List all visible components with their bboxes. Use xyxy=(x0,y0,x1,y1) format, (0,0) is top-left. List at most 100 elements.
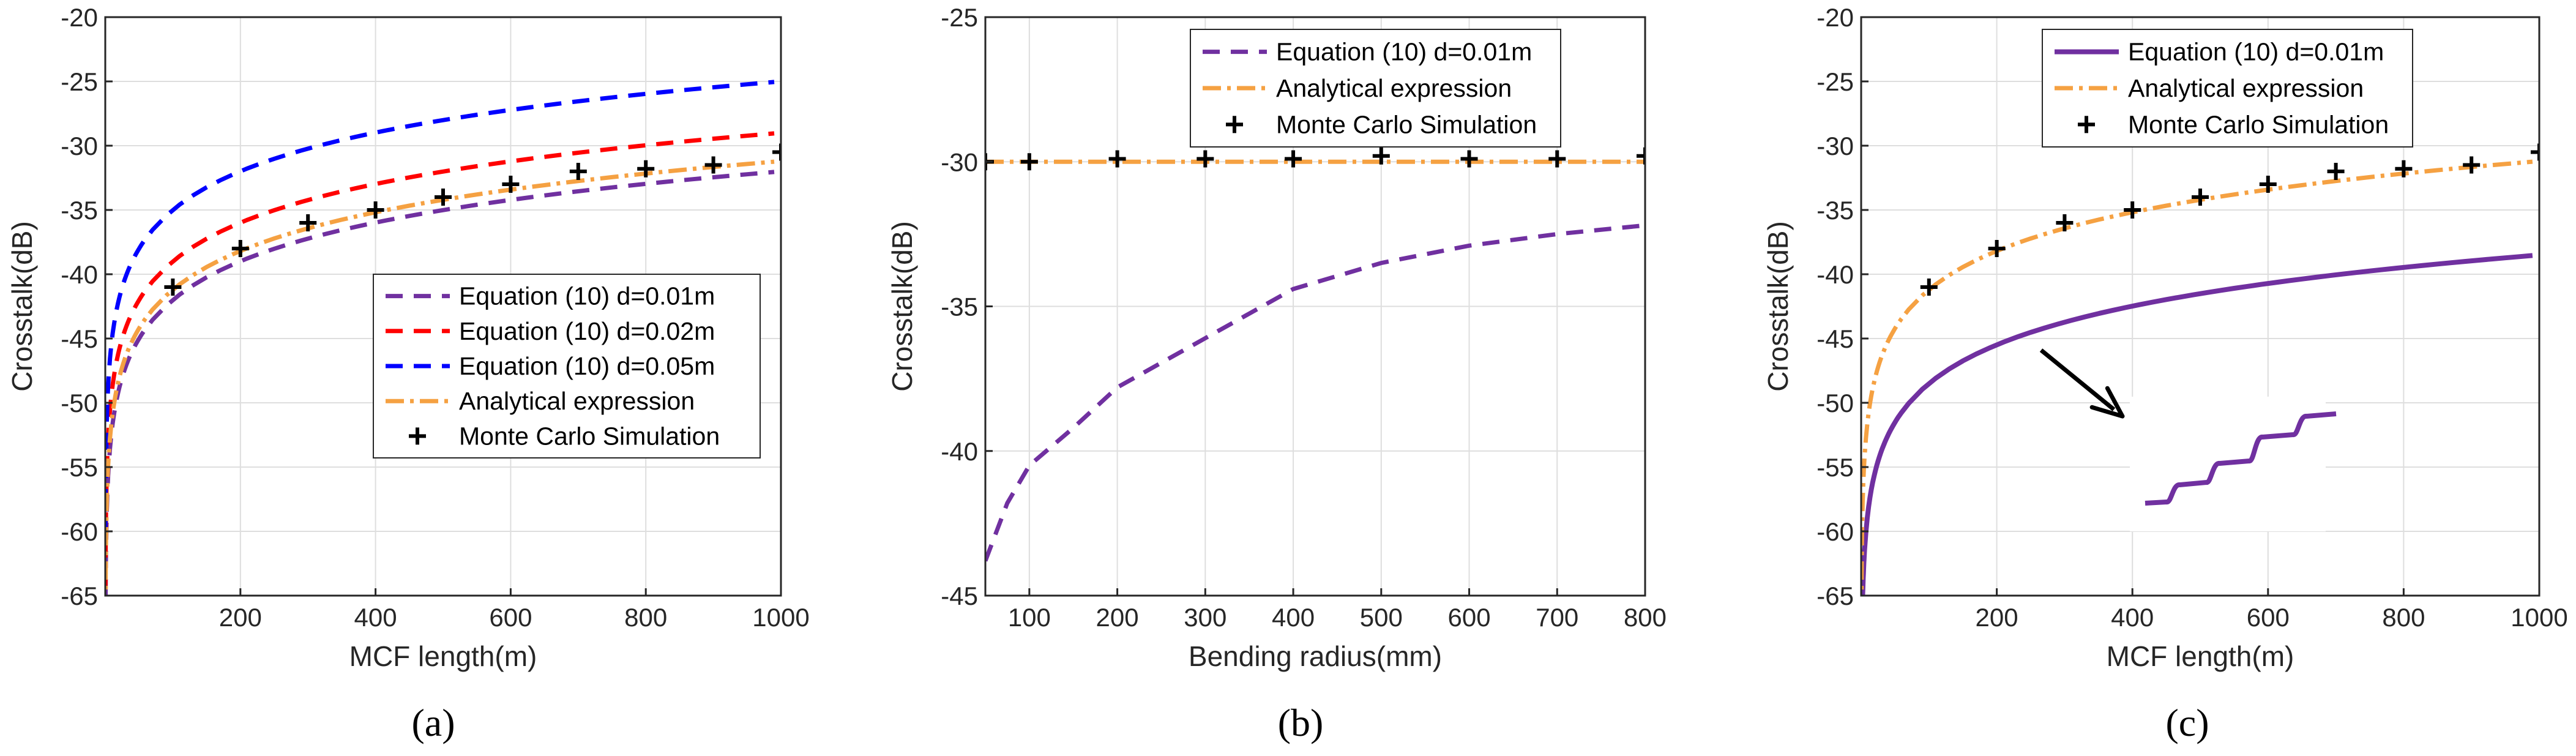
legend: Equation (10) d=0.01m Equation (10) d=0.0… xyxy=(373,274,761,458)
series-line-4 xyxy=(105,159,775,596)
x-tick-label: 200 xyxy=(1976,603,2018,632)
mc-marker xyxy=(164,279,182,296)
legend-label: Analytical expression xyxy=(2128,74,2364,102)
y-axis-label: Crosstalk(dB) xyxy=(1762,221,1794,392)
series-line-1 xyxy=(985,223,1645,562)
x-tick-label: 400 xyxy=(354,603,397,632)
mc-marker xyxy=(2395,160,2413,178)
x-tick-label: 600 xyxy=(489,603,532,632)
y-axis-label: Crosstalk(dB) xyxy=(886,221,918,392)
mc-marker xyxy=(2056,214,2074,231)
mc-marker xyxy=(1460,150,1478,168)
legend-box xyxy=(373,274,761,458)
x-tick-label: 800 xyxy=(1624,603,1667,632)
arrow-shaft xyxy=(2039,348,2116,411)
y-tick-label: -60 xyxy=(61,517,98,546)
y-tick-label: -45 xyxy=(941,582,978,610)
mc-marker xyxy=(1197,150,1214,168)
mc-marker xyxy=(704,156,722,174)
plot-area xyxy=(105,80,781,596)
y-tick-label: -65 xyxy=(61,582,98,610)
chart-panel-3: 200 400 600 800 1000 -65 -60 -55 -50 -45 -40 -35 -30… xyxy=(1762,3,2568,672)
y-tick-label: -30 xyxy=(941,148,978,176)
y-tick-label: -50 xyxy=(1816,389,1854,417)
mc-marker xyxy=(502,176,520,193)
mc-marker xyxy=(2327,163,2345,180)
x-tick-label: 800 xyxy=(624,603,667,632)
legend: Equation (10) d=0.01m Analytical expressi… xyxy=(2042,29,2413,148)
x-tick-label: 400 xyxy=(2111,603,2154,632)
mc-marker xyxy=(2463,156,2481,174)
mc-marker xyxy=(1548,150,1566,168)
legend-label: Equation (10) d=0.01m xyxy=(2128,38,2384,66)
series-line-2 xyxy=(105,131,775,586)
x-tick-label: 300 xyxy=(1184,603,1226,632)
y-tick-label: -30 xyxy=(61,132,98,160)
annotation-arrow xyxy=(2039,348,2125,419)
legend-label: Analytical expression xyxy=(1276,74,1512,102)
mc-marker xyxy=(569,163,587,180)
panel-label-c: (c) xyxy=(2165,701,2209,744)
mc-marker xyxy=(772,143,781,161)
plot-area xyxy=(985,147,1645,562)
legend-label: Monte Carlo Simulation xyxy=(459,422,720,450)
mc-marker xyxy=(1988,240,2006,257)
mc-marker xyxy=(1372,147,1390,165)
y-tick-label: -35 xyxy=(941,293,978,321)
y-tick-label: -55 xyxy=(1816,453,1854,482)
axes-box xyxy=(1860,16,2541,597)
legend-marker xyxy=(409,427,426,445)
mc-marker xyxy=(2124,201,2141,219)
x-tick-label: 600 xyxy=(2247,603,2290,632)
series-line-3 xyxy=(105,80,775,534)
y-tick-label: -65 xyxy=(1816,582,1854,610)
y-tick-label: -25 xyxy=(1816,67,1854,96)
mc-marker xyxy=(637,160,655,178)
y-tick-label: -20 xyxy=(61,3,98,32)
legend-label: Monte Carlo Simulation xyxy=(1276,110,1537,138)
mc-marker xyxy=(1285,150,1302,168)
x-tick-label: 1000 xyxy=(2511,603,2567,632)
x-axis-label: MCF length(m) xyxy=(2107,640,2294,672)
x-axis-label: Bending radius(mm) xyxy=(1189,640,1442,672)
y-axis-label: Crosstalk(dB) xyxy=(6,221,38,392)
x-tick-label: 400 xyxy=(1272,603,1315,632)
x-tick-label: 800 xyxy=(2382,603,2425,632)
y-tick-label: -40 xyxy=(61,260,98,289)
mc-marker xyxy=(435,189,452,206)
y-tick-label: -25 xyxy=(941,3,978,32)
legend-label: Equation (10) d=0.01m xyxy=(459,282,715,310)
plot-area xyxy=(1861,143,2539,596)
legend-label: Equation (10) d=0.01m xyxy=(1276,38,1532,66)
x-tick-label: 500 xyxy=(1360,603,1403,632)
legend-marker xyxy=(2078,116,2095,133)
y-tick-label: -45 xyxy=(61,324,98,353)
mc-marker xyxy=(2531,143,2539,161)
y-tick-label: -40 xyxy=(941,437,978,466)
mc-marker xyxy=(2192,189,2209,206)
legend-label: Monte Carlo Simulation xyxy=(2128,110,2389,138)
staircase-curve xyxy=(2145,411,2337,506)
y-tick-label: -40 xyxy=(1816,260,1854,289)
mc-marker xyxy=(2259,176,2277,193)
x-tick-label: 1000 xyxy=(752,603,809,632)
axes-box xyxy=(104,16,782,597)
series-line-2 xyxy=(1861,159,2533,596)
legend-label: Analytical expression xyxy=(459,387,695,415)
x-tick-label: 200 xyxy=(219,603,262,632)
y-tick-label: -25 xyxy=(61,67,98,96)
chart-panel-1: 200 400 600 800 1000 -65 -60 -55 -50 -45 -40 -35 -30… xyxy=(6,3,810,672)
x-tick-label: 700 xyxy=(1536,603,1578,632)
panel-label-a: (a) xyxy=(411,701,455,744)
x-tick-label: 600 xyxy=(1447,603,1490,632)
mc-marker xyxy=(1108,150,1126,168)
arrow-head xyxy=(2089,386,2125,419)
y-tick-label: -50 xyxy=(61,389,98,417)
y-tick-label: -35 xyxy=(61,196,98,225)
y-tick-label: -60 xyxy=(1816,517,1854,546)
panel-label-b: (b) xyxy=(1278,701,1324,744)
staircase-inset xyxy=(2130,397,2337,531)
mc-marker xyxy=(1637,147,1645,165)
y-tick-label: -45 xyxy=(1816,324,1854,353)
